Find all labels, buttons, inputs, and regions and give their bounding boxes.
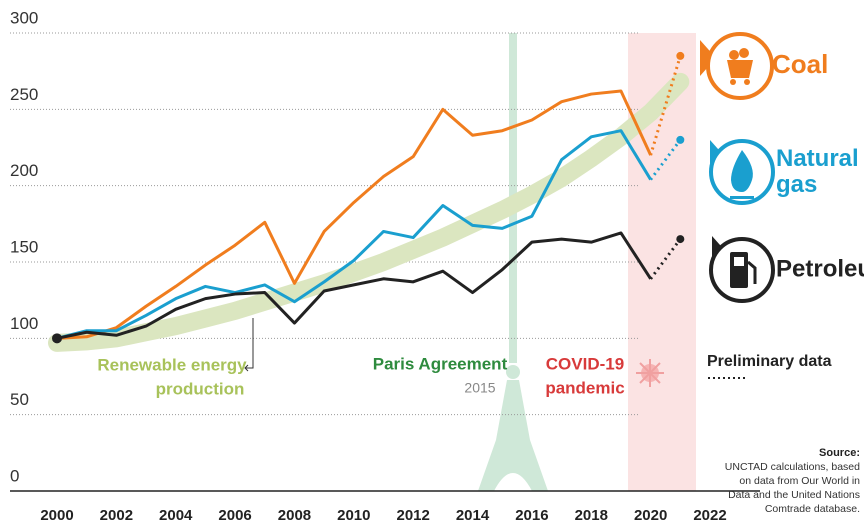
y-tick-label: 0: [10, 466, 19, 485]
pointer: [244, 318, 254, 372]
series-line: [56, 129, 652, 340]
legend-label: Petroleum: [776, 255, 864, 282]
y-tick-label: 50: [10, 390, 29, 409]
covid-label: COVID-19: [546, 354, 624, 373]
x-tick-label: 2006: [218, 507, 251, 524]
legend-label: Natural gas: [776, 145, 859, 198]
x-tick-label: 2020: [634, 507, 667, 524]
petroleum-icon: [709, 236, 775, 303]
x-tick-label: 2002: [100, 507, 133, 524]
paris-label: Paris Agreement: [373, 354, 508, 373]
paris-year: 2015: [464, 380, 495, 396]
y-tick-label: 300: [10, 8, 38, 27]
x-tick-label: 2016: [515, 507, 548, 524]
preliminary-line: [649, 138, 682, 181]
eiffel-tower: [478, 33, 548, 491]
source-title: Source:: [819, 447, 860, 459]
gas-icon: [709, 139, 775, 205]
x-tick-label: 2010: [337, 507, 370, 524]
end-marker: [676, 135, 685, 144]
x-tick-label: 2004: [159, 507, 193, 524]
y-tick-label: 100: [10, 314, 38, 333]
preliminary-label: Preliminary data: [707, 353, 832, 370]
trend-band: [48, 72, 690, 352]
y-tick-label: 200: [10, 161, 38, 180]
y-tick-label: 250: [10, 85, 38, 104]
source-text: Comtrade database.: [765, 503, 860, 515]
x-tick-label: 2018: [575, 507, 608, 524]
start-marker: [52, 333, 62, 344]
legend-label: Coal: [772, 49, 828, 79]
x-tick-label: 2008: [278, 507, 311, 524]
source-text: Data and the United Nations: [728, 489, 860, 501]
source-text: UNCTAD calculations, based: [725, 461, 860, 473]
preliminary-line: [649, 238, 682, 280]
x-tick-label: 2022: [693, 507, 726, 524]
series-line: [56, 89, 652, 340]
coal-icon: [700, 32, 774, 100]
source-text: on data from Our World in: [739, 475, 860, 487]
series-line: [56, 231, 652, 340]
end-marker: [676, 235, 685, 244]
renewable-label: production: [156, 379, 245, 398]
y-tick-label: 150: [10, 237, 38, 256]
x-tick-label: 2000: [40, 507, 73, 524]
virus-icon: [636, 359, 664, 387]
renewable-label: Renewable energy: [97, 355, 247, 374]
covid-label: pandemic: [545, 378, 624, 397]
x-tick-label: 2014: [456, 507, 490, 524]
x-tick-label: 2012: [396, 507, 429, 524]
end-marker: [676, 51, 685, 60]
